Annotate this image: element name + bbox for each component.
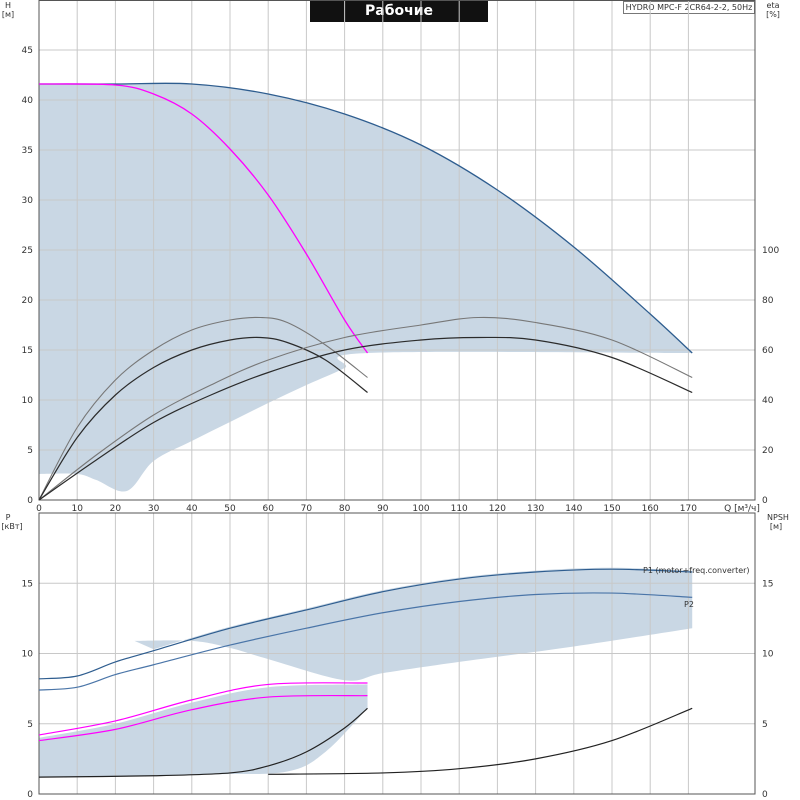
chart-title: Рабочие характеристики — [310, 0, 488, 41]
x-tick-label: 140 — [565, 504, 582, 514]
system-curve-line — [38, 83, 369, 354]
x-tick-label: 80 — [339, 504, 351, 514]
h-tick-label: 25 — [22, 246, 33, 256]
npsh-1pump-line — [38, 707, 368, 778]
p-axis-label: P — [6, 513, 11, 522]
eta-tick-label: 20 — [762, 446, 774, 456]
x-tick-label: 0 — [36, 504, 42, 514]
x-tick-label: 130 — [527, 504, 544, 514]
p2-series-label: P2 — [684, 600, 694, 609]
x-tick-label: 50 — [224, 504, 236, 514]
h-tick-label: 30 — [22, 196, 34, 206]
h-tick-label: 35 — [22, 146, 33, 156]
npsh-2pump-line — [268, 707, 693, 775]
npsh-tick-label: 10 — [762, 650, 774, 660]
h-tick-label: 45 — [22, 46, 33, 56]
h-tick-label: 15 — [22, 346, 33, 356]
eta-tick-label: 0 — [762, 496, 768, 506]
h-tick-label: 40 — [22, 96, 34, 106]
p-tick-label: 15 — [22, 579, 33, 589]
p2-line — [38, 592, 693, 691]
h-tick-label: 5 — [27, 446, 33, 456]
eta-1pump-light-line — [38, 316, 368, 501]
p1-line — [38, 568, 693, 680]
power-band — [134, 567, 693, 681]
eta-tick-label: 80 — [762, 296, 774, 306]
x-tick-label: 160 — [642, 504, 659, 514]
npsh-tick-label: 5 — [762, 720, 768, 730]
x-tick-label: 20 — [110, 504, 122, 514]
npsh-tick-label: 0 — [762, 790, 768, 800]
eta-tick-label: 100 — [762, 246, 779, 256]
pump-curve-max-line — [39, 82, 693, 354]
x-tick-label: 90 — [377, 504, 389, 514]
eta-tick-label: 60 — [762, 346, 774, 356]
eta-2pump-light-line — [38, 316, 693, 501]
x-tick-label: 10 — [71, 504, 83, 514]
p-tick-label: 0 — [27, 790, 33, 800]
npsh-band — [39, 684, 368, 778]
x-tick-label: 60 — [262, 504, 274, 514]
h-axis-label: H — [5, 1, 11, 10]
npsh-axis-unit: [м] — [770, 522, 782, 531]
operating-range-band — [39, 83, 693, 492]
x-tick-label: 110 — [451, 504, 468, 514]
npsh-tick-label: 15 — [762, 579, 773, 589]
npsh-axis-label: NPSH — [767, 513, 789, 522]
x-tick-label: 120 — [489, 504, 506, 514]
eta-1pump-dark-line — [38, 336, 368, 501]
eta-2pump-dark-line — [38, 336, 693, 501]
h-tick-label: 10 — [22, 396, 34, 406]
eta-axis-unit: [%] — [766, 10, 780, 19]
x-axis-label: Q [м³/ч] — [724, 504, 760, 514]
h-axis-unit: [м] — [2, 10, 14, 19]
x-tick-label: 150 — [603, 504, 620, 514]
p-tick-label: 5 — [27, 720, 33, 730]
x-tick-label: 30 — [148, 504, 160, 514]
x-tick-label: 170 — [680, 504, 697, 514]
top-plot-frame — [38, 0, 756, 501]
x-tick-label: 40 — [186, 504, 198, 514]
system-p1-line — [38, 682, 368, 736]
p-tick-label: 10 — [22, 650, 34, 660]
h-tick-label: 20 — [22, 296, 34, 306]
h-tick-label: 0 — [27, 496, 33, 506]
eta-axis-label: eta — [767, 1, 780, 10]
p-axis-unit: [кВт] — [1, 522, 22, 531]
p1-series-label: P1 (motor+freq.converter) — [643, 566, 750, 575]
system-p2-line — [38, 694, 368, 742]
x-tick-label: 100 — [412, 504, 429, 514]
model-label: HYDRO MPC-F 2CR64-2-2, 50Hz — [623, 1, 755, 14]
x-tick-label: 70 — [301, 504, 313, 514]
eta-tick-label: 40 — [762, 396, 774, 406]
bottom-plot-frame — [38, 512, 756, 795]
